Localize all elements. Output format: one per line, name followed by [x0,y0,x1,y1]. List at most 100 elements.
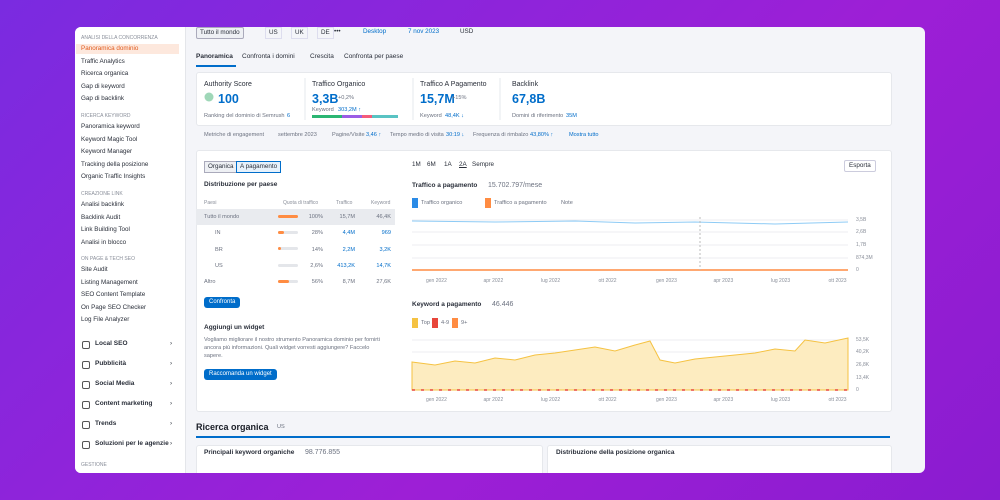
legend-item[interactable]: Top 3 [412,318,435,328]
nav-item[interactable]: Listing Management [81,278,138,286]
metric-change: +15% [452,95,467,101]
nav-item[interactable]: Link Building Tool [81,226,130,234]
toggle[interactable]: Organica [204,161,238,173]
engagement-value: 43,80% ↑ [530,132,554,138]
metric-sub-label: Ranking del dominio di Semrush [204,113,285,119]
bar [312,115,342,118]
column-header: Traffico [336,200,353,206]
section-header: RICERCA KEYWORD [81,113,131,119]
menu-icon [82,361,90,369]
country: Tutto il mondo [204,214,240,220]
country-button[interactable]: US [265,27,282,39]
nav-item[interactable]: Traffic Analytics [81,57,125,65]
x-tick-label: ott 2023 [828,397,847,403]
period-button[interactable]: 6M [427,161,436,168]
menu-icon [82,441,90,449]
nav-item[interactable]: Keyword Manager [81,148,133,156]
region-button[interactable]: Tutto il mondo [196,27,244,39]
nav-item[interactable]: Backlink Audit [81,213,121,221]
nav-item[interactable]: Site Audit [81,266,108,273]
metric-label: Traffico Organico [312,81,366,88]
nav-item[interactable]: Gap di keyword [81,82,125,90]
nav-item[interactable]: Organic Traffic Insights [81,173,146,181]
metric-sub-value: 303,2M ↑ [338,107,362,113]
section-header: CREAZIONE LINK [81,191,123,197]
nav-item[interactable]: On Page SEO Checker [81,303,147,311]
tab[interactable]: Confronta i domini [242,53,295,60]
nav-item[interactable]: Gap di backlink [81,95,125,103]
country: US [277,424,285,430]
country-button[interactable]: DE [317,27,334,39]
country-button[interactable]: UK [291,27,308,39]
tab[interactable]: Crescita [310,53,334,60]
legend-item[interactable]: 4-9 [432,318,449,328]
recommend-button[interactable]: Raccomanda un widget [204,368,277,380]
metric-value: 15,7M [420,92,455,106]
y-tick-label: 3,5B [856,217,867,223]
note-button[interactable]: Note [561,200,573,206]
sidebar: ANALISI DELLA CONCORRENZA Panoramica domi… [75,27,186,473]
nav-item[interactable]: Analisi backlink [81,201,125,208]
y-tick-label: 0 [856,267,859,273]
nav-item[interactable]: SEO Content Template [81,291,146,299]
nav-menu[interactable]: Local SEO [95,340,128,347]
cell: 413,2K [337,262,355,269]
compare-button[interactable]: Confronta [204,296,241,308]
period-button[interactable]: 1M [412,161,421,168]
cell: 969 [381,230,391,237]
nav-item[interactable]: Panoramica dominio [76,44,179,54]
device-select[interactable]: Desktop [363,28,387,35]
legend-item[interactable]: 9+ [452,318,467,328]
country: BR [215,246,223,253]
share-bars [278,215,298,283]
nav-menu[interactable]: Pubblicità [95,360,127,367]
nav-item[interactable]: Analisi in blocco [81,238,127,246]
x-tick-label: gen 2022 [426,397,447,403]
metric-sub-label: Domini di riferimento [512,113,564,119]
nav-menu[interactable]: Trends [95,420,117,427]
metric-label: Backlink [512,81,539,88]
x-tick-label: apr 2023 [713,397,734,403]
x-tick-label: ott 2022 [598,278,617,284]
nav-item[interactable]: Log File Analyzer [81,316,130,324]
nav-item[interactable]: Panoramica keyword [81,123,140,130]
card-value: 98.776.855 [305,449,341,456]
nav-item[interactable]: Ricerca organica [81,70,129,78]
label: settembre 2023 [278,132,317,138]
column-header: Paesi [204,200,217,206]
export-button[interactable]: Esporta [844,160,876,172]
section-header: ANALISI DELLA CONCORRENZA [81,35,158,41]
legend-item[interactable]: Traffico organico [412,198,462,208]
cell: 4,4M [342,230,355,237]
nav-menu[interactable]: Soluzioni per le agenzie [95,440,169,447]
card-title: Distribuzione della posizione organica [556,449,675,456]
positions-card [547,445,892,473]
currency: USD [460,28,474,35]
tab[interactable]: Confronta per paese [344,53,404,60]
link[interactable]: Mostra tutto [569,132,599,138]
cell: 27,6K [376,279,391,286]
period-button[interactable]: Sempre [472,161,495,168]
period-button[interactable]: 1A [444,161,452,168]
nav-item[interactable]: Tracking della posizione [81,160,149,168]
cell: 100% [308,214,323,220]
nav-menu[interactable]: Content marketing [95,400,153,407]
section-header: ON PAGE & TECH SEO [81,256,135,262]
x-tick-label: apr 2022 [483,397,504,403]
tab[interactable]: Panoramica [196,53,233,60]
toggle[interactable]: A pagamento [236,161,282,173]
x-tick-label: apr 2023 [713,278,734,284]
period-button[interactable]: 2A [459,161,467,168]
metric-sub-value: 6 [287,113,291,119]
x-tick-label: gen 2023 [656,397,677,403]
more-button[interactable]: ••• [334,28,341,35]
divider [196,436,890,438]
organic-line [411,220,849,225]
decor [196,78,849,391]
score-icon [204,92,214,102]
legend-item[interactable]: Traffico a pagamento [485,198,547,208]
y-tick-label: 53,5K [856,337,870,343]
nav-item[interactable]: Keyword Magic Tool [81,135,138,143]
date-select[interactable]: 7 nov 2023 [408,28,440,35]
nav-menu[interactable]: Social Media [95,380,135,387]
